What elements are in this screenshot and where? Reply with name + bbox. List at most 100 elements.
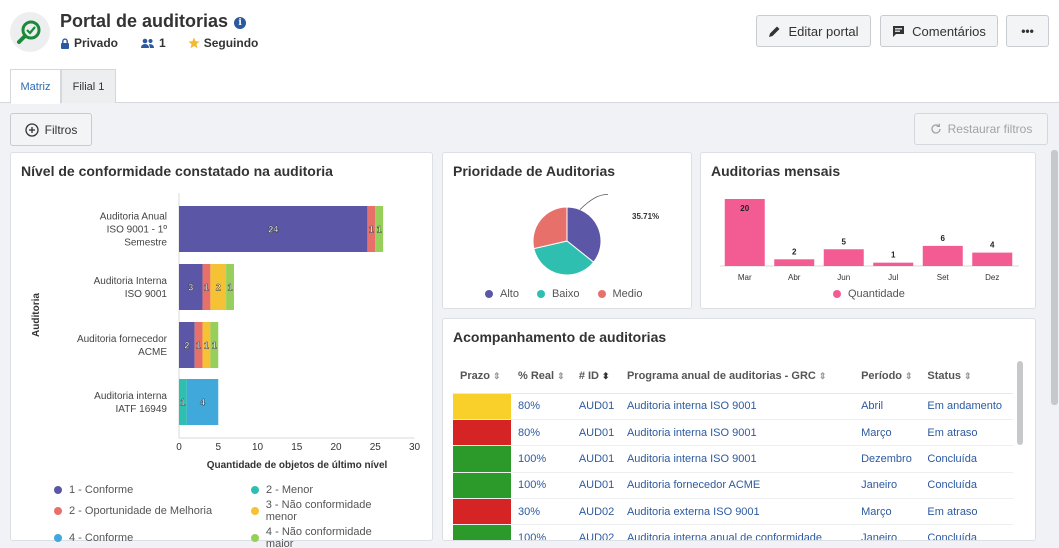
programa-cell[interactable]: Auditoria interna ISO 9001 [619,419,855,447]
bar-segment[interactable] [367,206,376,252]
column-header-prazo[interactable]: Prazo ⇕ [453,359,511,394]
x-tick-label: Set [937,273,950,282]
edit-portal-button[interactable]: Editar portal [756,15,871,47]
prazo-indicator [453,419,511,447]
status-cell[interactable]: Concluída [920,524,1013,540]
bar-value-label: 1 [228,283,233,293]
table-row[interactable]: 100% AUD01 Auditoria fornecedor ACME Janeir… [453,472,1013,500]
column-header-id[interactable]: # ID ⬍ [571,359,620,394]
bar-segment[interactable] [375,206,384,252]
table-row[interactable]: 30% AUD02 Auditoria externa ISO 9001 Março E… [453,498,1013,526]
tab-filial-1[interactable]: Filial 1 [61,69,116,103]
privacy-badge[interactable]: Privado [60,36,118,50]
bar-segment[interactable] [186,379,219,425]
table-row[interactable]: 100% AUD01 Auditoria interna ISO 9001 Dezem… [453,445,1013,473]
periodo-cell[interactable]: Janeiro [854,524,921,540]
bar-value-label: 2 [184,341,189,351]
legend-swatch [54,486,62,494]
bar-segment[interactable] [202,264,211,310]
bar-segment[interactable] [194,322,203,368]
bar-segment[interactable] [210,264,227,310]
x-tick-label: Jun [837,273,850,282]
id-cell[interactable]: AUD02 [571,498,620,526]
bar-segment[interactable] [210,322,219,368]
bar-segment[interactable] [202,322,211,368]
id-cell[interactable]: AUD01 [571,393,620,420]
bar-segment[interactable] [179,379,187,425]
prazo-indicator [453,498,511,526]
pie-slice[interactable] [532,206,568,250]
legend-swatch [597,290,606,298]
periodo-cell[interactable]: Dezembro [854,445,921,473]
periodo-cell[interactable]: Abril [854,393,921,420]
page-scrollbar[interactable] [1051,150,1058,405]
column-header-periodo[interactable]: Período ⇕ [854,359,921,394]
status-cell[interactable]: Concluída [920,472,1013,500]
status-cell[interactable]: Concluída [920,445,1013,473]
reset-filters-button[interactable]: Restaurar filtros [914,113,1048,145]
id-cell[interactable]: AUD02 [571,524,620,540]
column-header-label: Prazo [460,369,490,382]
column-header-real[interactable]: % Real ⇕ [511,359,572,394]
real-cell[interactable]: 80% [511,393,572,420]
comment-icon [893,26,905,37]
status-cell[interactable]: Em andamento [920,393,1013,420]
real-cell[interactable]: 100% [511,472,572,500]
members-count[interactable]: 1 [140,36,166,50]
id-cell[interactable]: AUD01 [571,419,620,447]
more-options-button[interactable]: ••• [1006,15,1049,47]
table-row[interactable]: 80% AUD01 Auditoria interna ISO 9001 Março E… [453,419,1013,447]
info-icon[interactable]: i [234,17,247,29]
programa-cell[interactable]: Auditoria fornecedor ACME [619,472,855,500]
tab-matriz[interactable]: Matriz [10,69,61,104]
bar[interactable] [823,249,864,266]
pie-slice[interactable] [566,206,602,263]
priority-chart: 35.71% [532,194,659,276]
programa-cell[interactable]: Auditoria externa ISO 9001 [619,498,855,526]
id-cell[interactable]: AUD01 [571,472,620,500]
programa-cell[interactable]: Auditoria interna anual de conformidade [619,524,855,540]
legend-swatch [833,290,841,298]
periodo-cell[interactable]: Março [854,498,921,526]
bar-segment[interactable] [226,264,234,310]
periodo-cell[interactable]: Março [854,419,921,447]
pie-slice[interactable] [533,240,595,276]
real-cell[interactable]: 100% [511,445,572,473]
bar[interactable] [873,262,914,266]
status-cell[interactable]: Em atraso [920,498,1013,526]
legend-item: 1 - Conforme [54,484,251,496]
bar-value-label: 1 [204,341,209,351]
conformity-title: Nível de conformidade constatado na audi… [21,163,333,179]
bar[interactable] [972,252,1013,266]
bar[interactable] [774,259,815,266]
comments-button[interactable]: Comentários [880,15,998,47]
following-badge[interactable]: Seguindo [188,36,258,50]
real-cell[interactable]: 80% [511,419,572,447]
monthly-chart: 20 Mar 2 Abr 5 Jun 1 Jul 6 Set 4 Dez [720,199,1019,282]
bar-segment[interactable] [179,206,368,252]
filters-button[interactable]: Filtros [10,113,92,146]
column-header-status[interactable]: Status ⇕ [920,359,1013,394]
table-scrollbar[interactable] [1017,361,1023,445]
edit-portal-label: Editar portal [788,23,859,39]
real-cell[interactable]: 100% [511,524,572,540]
status-cell[interactable]: Em atraso [920,419,1013,447]
bar-segment[interactable] [179,322,195,368]
periodo-cell[interactable]: Janeiro [854,472,921,500]
prazo-indicator [453,524,511,540]
table-header-row: Prazo ⇕ % Real ⇕ # ID ⬍ Programa anual de a… [453,359,1013,394]
legend-swatch [485,290,493,298]
real-cell[interactable]: 30% [511,498,572,526]
programa-cell[interactable]: Auditoria interna ISO 9001 [619,445,855,473]
bar-segment[interactable] [179,264,203,310]
id-cell[interactable]: AUD01 [571,445,620,473]
bar-value-label: 4 [200,398,205,408]
bar[interactable] [922,245,963,266]
table-row[interactable]: 100% AUD02 Auditoria interna anual de conf… [453,524,1013,540]
programa-cell[interactable]: Auditoria interna ISO 9001 [619,393,855,420]
y-tick-label: Auditoria interna IATF 16949 [94,391,167,415]
bar[interactable] [724,199,765,266]
column-header-programa[interactable]: Programa anual de auditorias - GRC ⇕ [619,359,855,394]
table-row[interactable]: 80% AUD01 Auditoria interna ISO 9001 Abril E… [453,393,1013,420]
x-axis-title: Quantidade de objetos de último nível [207,460,388,471]
